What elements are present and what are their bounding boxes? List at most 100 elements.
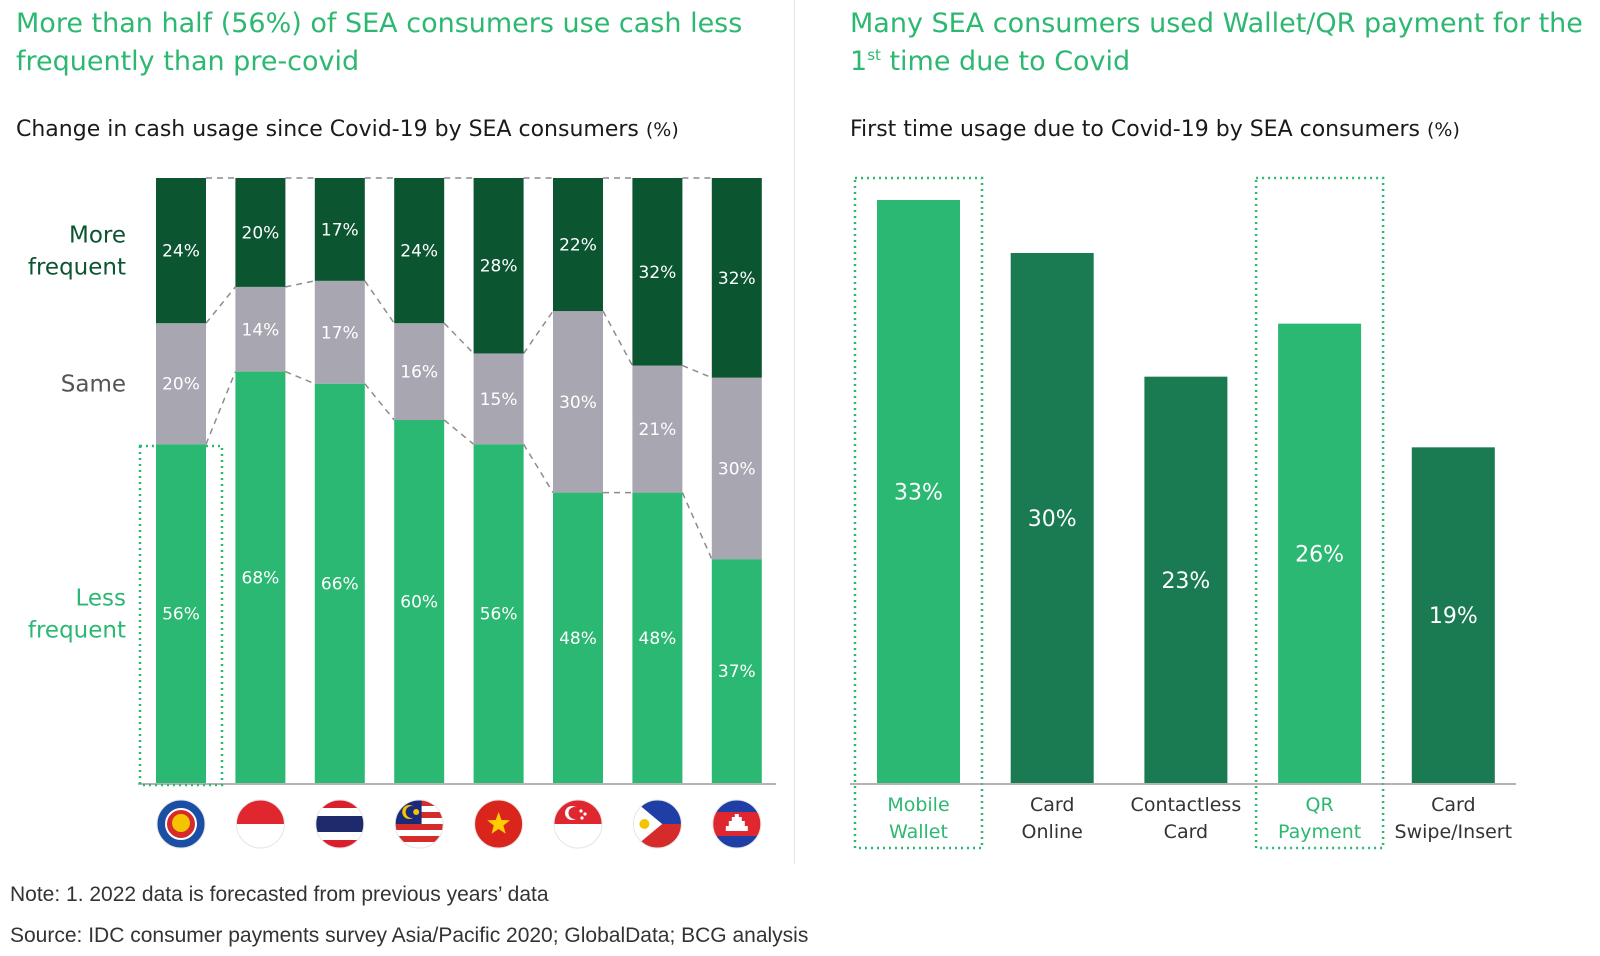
category-label-line: Online (1022, 821, 1083, 843)
connector-same-more (364, 280, 395, 324)
bar-segment-more-frequent (314, 178, 365, 281)
category-label-line: Card (1030, 794, 1074, 816)
data-label-less-frequent: 48% (639, 629, 677, 649)
category-label-line: Payment (1278, 821, 1361, 843)
legend-label-line: Less (75, 586, 126, 612)
data-label-less-frequent: 68% (242, 568, 280, 588)
data-label-same: 14% (242, 320, 280, 340)
stacked-bar-thailand: 66% 17% 17% (314, 178, 365, 783)
connector-less-same (285, 370, 316, 385)
flag-body (712, 800, 761, 848)
bar-segment-same (553, 311, 603, 493)
bar-segment-less-frequent (394, 420, 445, 783)
bar-segment-same (632, 365, 683, 493)
bar-segment-same (473, 353, 524, 445)
left-headline: More than half (56%) of SEA consumers us… (16, 8, 743, 77)
category-label-line: Contactless (1131, 794, 1242, 816)
stacked-bar-malaysia: 60% 16% 24% (394, 178, 445, 783)
data-label-more-frequent: 32% (639, 263, 677, 283)
source-note: Source: IDC consumer payments survey Asi… (10, 924, 809, 947)
flag-emblem-rice (172, 814, 190, 832)
bar-card-online: 30% Card Online (1010, 253, 1094, 843)
bar-value-label: 19% (1429, 604, 1478, 629)
stacked-bar-singapore: 48% 30% 22% (553, 178, 603, 783)
bar-card-swipe-insert: 19% Card Swipe/Insert (1395, 447, 1512, 843)
connector-less-same (522, 443, 554, 493)
flag-star (580, 816, 584, 820)
flag-sun (639, 819, 650, 829)
category-label-line: Card (1431, 794, 1475, 816)
vietnam-flag-icon (474, 799, 524, 849)
left-chart-subtitle: Change in cash usage since Covid-19 by S… (16, 117, 679, 142)
data-label-less-frequent: 48% (559, 629, 597, 649)
flag-blue (315, 816, 364, 832)
connector-same-more (205, 286, 236, 324)
highlight-box-asean (138, 444, 224, 787)
data-label-less-frequent: 37% (718, 662, 756, 682)
bar-value-label: 33% (894, 481, 943, 506)
right-subtitle-unit: (%) (1427, 119, 1460, 141)
bar-segment-less-frequent (553, 492, 603, 783)
data-label-more-frequent: 17% (321, 220, 359, 240)
stacked-bar-indonesia: 68% 14% 20% (235, 178, 286, 783)
bar-segment-more-frequent (394, 178, 445, 324)
highlight-box (1254, 176, 1385, 850)
bar-segment-less-frequent (235, 371, 286, 783)
data-label-same: 20% (162, 375, 200, 395)
flag-stripe (395, 842, 444, 848)
data-label-more-frequent: 20% (242, 223, 280, 243)
legend-label-line: Same (61, 372, 126, 398)
bar-value-label: 23% (1161, 569, 1210, 594)
flag-rim (315, 799, 365, 849)
connector-less-same (364, 383, 395, 421)
data-label-less-frequent: 60% (400, 593, 438, 613)
bar-contactless-card: 23% Contactless Card (1131, 376, 1242, 843)
flag-star (413, 809, 420, 815)
flag-rim (235, 799, 285, 849)
flag-stripe (395, 824, 444, 830)
connector-same-more (443, 322, 475, 354)
legend-label-line: More (69, 223, 126, 249)
connector-less-same (681, 492, 713, 560)
singapore-flag-icon (553, 799, 603, 849)
flag-red-stripe (236, 800, 285, 824)
bar-segment-more-frequent (632, 178, 683, 366)
data-label-same: 30% (559, 393, 597, 413)
category-label-line: Mobile (887, 794, 949, 816)
data-label-more-frequent: 28% (480, 257, 518, 277)
footnote: Note: 1. 2022 data is forecasted from pr… (10, 883, 549, 906)
connector-same-more (522, 310, 554, 354)
bar-rect (877, 200, 960, 783)
stacked-bar-asean: 56% 20% 24% (156, 178, 206, 783)
flag-crescent-cut (568, 807, 581, 819)
bar-segment-more-frequent (473, 178, 524, 354)
data-label-more-frequent: 32% (718, 269, 756, 289)
data-label-same: 16% (400, 363, 438, 383)
legend-same: Same (61, 372, 126, 398)
flag-temple (725, 814, 748, 831)
flag-rim (632, 799, 682, 849)
flag-rim (474, 799, 524, 849)
bar-segment-same (235, 286, 286, 372)
bar-rect (1144, 376, 1228, 783)
bar-segment-less-frequent (632, 492, 683, 783)
connector-less-same (443, 419, 475, 445)
bar-segment-less-frequent (473, 444, 524, 783)
thailand-flag-icon (315, 799, 365, 849)
flag-rim (553, 799, 603, 849)
flag-body (157, 800, 205, 848)
legend-label-line: frequent (28, 618, 126, 644)
data-label-less-frequent: 66% (321, 574, 359, 594)
legend-less-frequent: Less frequent (28, 586, 126, 644)
bar-segment-same (394, 323, 445, 420)
connector-same-more (682, 364, 713, 379)
right-headline-main: Many SEA consumers used Wallet/QR paymen… (850, 8, 1583, 77)
flag-stripe (395, 836, 444, 842)
bar-value-label: 30% (1028, 507, 1077, 532)
data-label-same: 15% (480, 390, 518, 410)
flag-stripe (395, 830, 444, 836)
flag-rim (156, 799, 206, 849)
flag-crescent-cut (405, 806, 418, 818)
connector-lines (205, 177, 713, 560)
flag-body (395, 800, 444, 848)
